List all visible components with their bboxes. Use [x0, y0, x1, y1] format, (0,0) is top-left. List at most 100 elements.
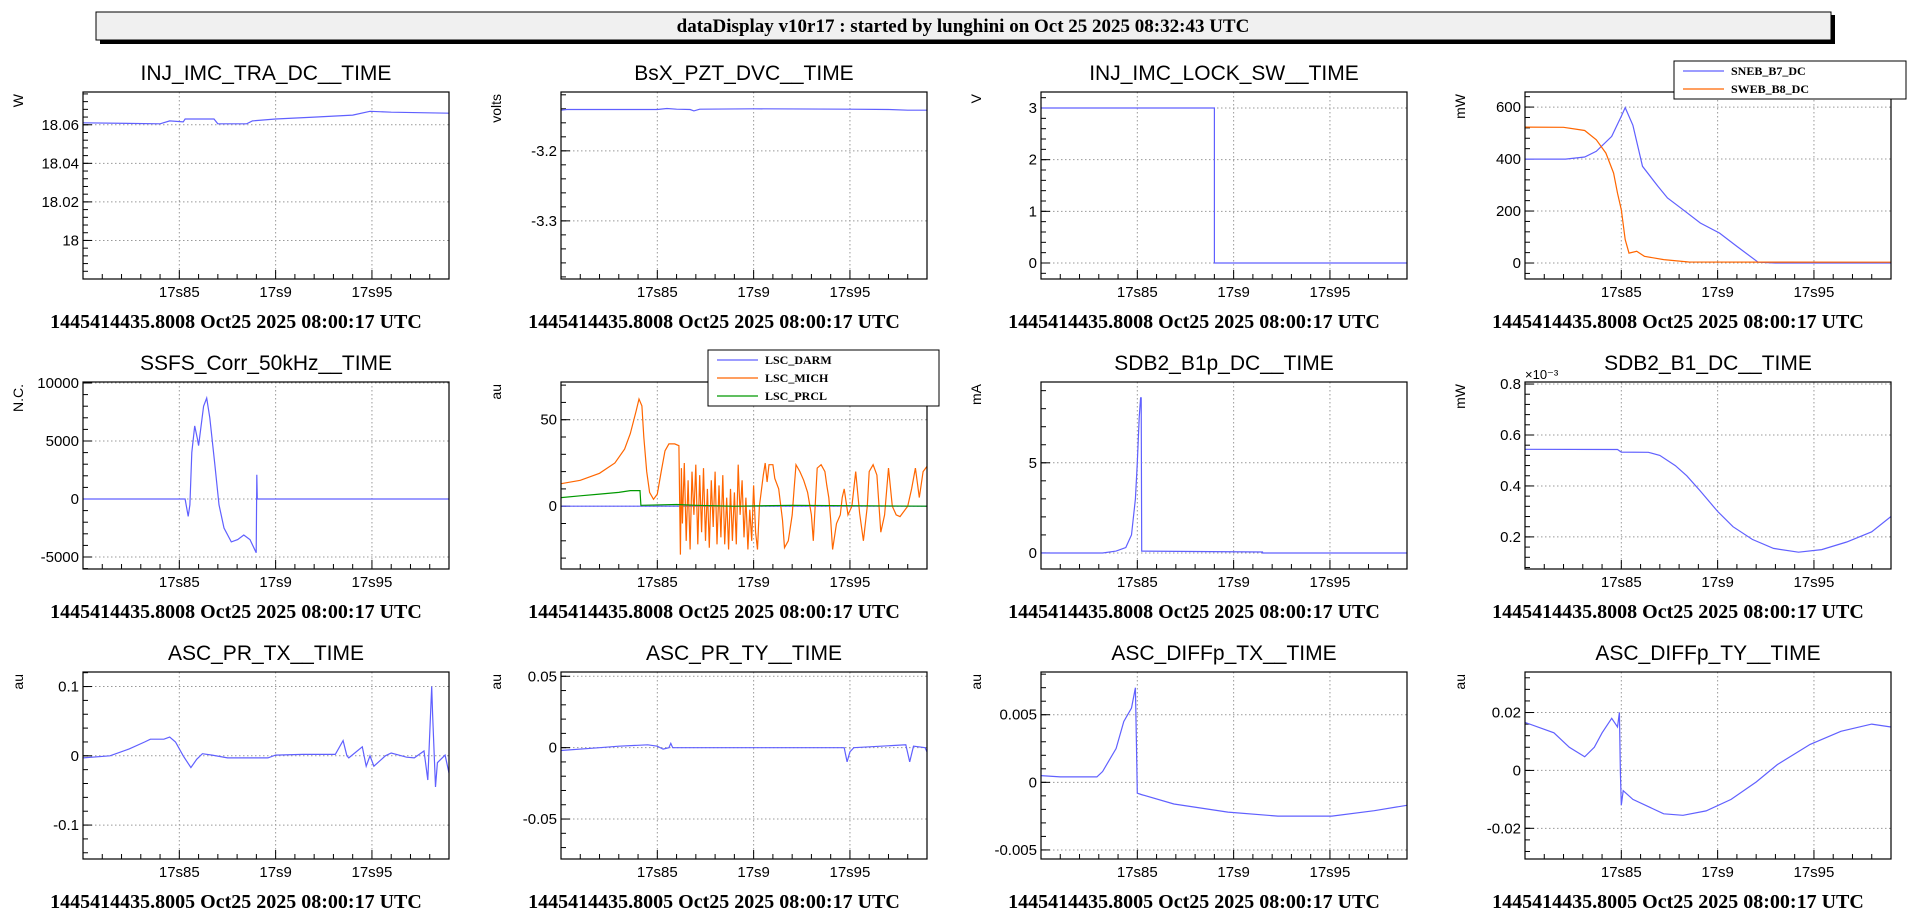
y-tick-label: 18.04: [41, 155, 79, 172]
legend-entry: SWEB_B8_DC: [1731, 82, 1809, 96]
y-axis-unit: V: [968, 93, 984, 103]
time-origin-label: 1445414435.8008 Oct25 2025 08:00:17 UTC: [528, 311, 900, 333]
plot-frame: [1524, 671, 1892, 860]
x-tick-label: 17s85: [1601, 864, 1642, 881]
x-tick-label: 17s9: [259, 284, 292, 301]
time-origin-label: 1445414435.8005 Oct25 2025 08:00:17 UTC: [50, 891, 422, 913]
plot-frame: [560, 671, 928, 860]
y-tick-label: 0: [1513, 255, 1521, 272]
time-origin-label: 1445414435.8008 Oct25 2025 08:00:17 UTC: [1492, 311, 1864, 333]
chart-panel: SSFS_Corr_50kHz__TIME 17s85 17s9 17s95 -5000…: [10, 352, 450, 623]
time-origin-label: 1445414435.8008 Oct25 2025 08:00:17 UTC: [528, 601, 900, 623]
time-origin-label: 1445414435.8008 Oct25 2025 08:00:17 UTC: [1008, 601, 1380, 623]
y-tick-label: -0.005: [994, 842, 1037, 859]
y-tick-label: 0: [549, 740, 557, 757]
y-tick-label: 5000: [46, 433, 79, 450]
x-tick-label: 17s95: [1794, 284, 1835, 301]
plot-frame: [1040, 91, 1408, 280]
legend: LSC_DARM LSC_MICH LSC_PRCL: [707, 349, 940, 407]
time-origin-label: 1445414435.8008 Oct25 2025 08:00:17 UTC: [50, 601, 422, 623]
x-tick-label: 17s95: [1794, 574, 1835, 591]
header-bar: dataDisplay v10r17 : started by lunghini…: [95, 11, 1835, 44]
y-tick-label: 0.8: [1500, 376, 1521, 393]
y-tick-label: 600: [1496, 99, 1521, 116]
y-tick-label: 400: [1496, 151, 1521, 168]
time-origin-label: 1445414435.8008 Oct25 2025 08:00:17 UTC: [1008, 311, 1380, 333]
x-tick-label: 17s85: [159, 284, 200, 301]
y-tick-label: 2: [1029, 152, 1037, 169]
y-axis-unit: mW: [1452, 383, 1468, 409]
chart-panel: SDB2_B1p_DC__TIME 17s85 17s9 17s95 0 5 mA 14454…: [968, 352, 1408, 623]
series-line-sneb-b7-dc: [1525, 106, 1891, 264]
chart-title: SSFS_Corr_50kHz__TIME: [140, 352, 392, 375]
chart-panel: ASC_PR_TX__TIME 17s85 17s9 17s95 -0.1 0 0.1 au 1…: [10, 642, 450, 913]
series-line-asc-pr-tx: [83, 686, 449, 788]
series-line-ssfs-corr-50khz: [83, 395, 449, 553]
y-tick-label: 0: [1029, 545, 1037, 562]
chart-title: ASC_PR_TY__TIME: [646, 642, 842, 665]
x-tick-label: 17s9: [1701, 284, 1734, 301]
x-tick-label: 17s9: [1701, 864, 1734, 881]
x-tick-label: 17s95: [1310, 574, 1351, 591]
time-origin-label: 1445414435.8005 Oct25 2025 08:00:17 UTC: [1492, 891, 1864, 913]
chart-panel: 17s85 17s9 17s95 0 50 au 1445414435.8008 Oct25…: [488, 381, 928, 623]
chart-panel: BsX_PZT_DVC__TIME 17s85 17s9 17s95 -3.3 -3.2 v…: [488, 62, 928, 333]
time-origin-label: 1445414435.8005 Oct25 2025 08:00:17 UTC: [1008, 891, 1380, 913]
y-tick-label: -0.1: [53, 817, 79, 834]
chart-title: ASC_DIFFp_TY__TIME: [1595, 642, 1820, 665]
series-line-lsc-prcl: [561, 490, 927, 507]
header-title: dataDisplay v10r17 : started by lunghini…: [677, 16, 1250, 37]
series-line-lsc-mich: [561, 397, 927, 555]
x-tick-label: 17s9: [1701, 574, 1734, 591]
y-axis-unit: W: [10, 93, 26, 107]
x-tick-label: 17s85: [637, 574, 678, 591]
x-tick-label: 17s9: [737, 864, 770, 881]
plot-frame: [1040, 381, 1408, 570]
y-tick-label: 18.06: [41, 117, 79, 134]
y-tick-label: 0.4: [1500, 478, 1521, 495]
x-tick-label: 17s9: [259, 574, 292, 591]
y-axis-unit: au: [1452, 674, 1468, 690]
y-tick-label: 5: [1029, 455, 1037, 472]
x-tick-label: 17s95: [352, 864, 393, 881]
y-tick-label: 0: [1513, 762, 1521, 779]
x-tick-label: 17s9: [737, 574, 770, 591]
x-tick-label: 17s9: [1217, 574, 1250, 591]
x-tick-label: 17s85: [159, 574, 200, 591]
y-tick-label: 0: [1029, 255, 1037, 272]
y-tick-label: 0: [71, 491, 79, 508]
y-tick-label: -5000: [41, 549, 79, 566]
legend-box: [1673, 60, 1907, 100]
y-tick-label: 0.6: [1500, 427, 1521, 444]
y-tick-label: 0: [549, 498, 557, 515]
chart-panel: ASC_PR_TY__TIME 17s85 17s9 17s95 -0.05 0 0.05 a…: [488, 642, 928, 913]
y-tick-label: -0.02: [1487, 820, 1521, 837]
x-tick-label: 17s95: [1310, 864, 1351, 881]
legend: SNEB_B7_DC SWEB_B8_DC: [1673, 60, 1907, 100]
legend-entry: LSC_DARM: [765, 353, 832, 367]
y-tick-label: 0.05: [528, 668, 557, 685]
chart-title: ASC_DIFFp_TX__TIME: [1111, 642, 1336, 665]
y-tick-label: 18.02: [41, 194, 79, 211]
plot-frame: [1524, 91, 1892, 280]
x-tick-label: 17s9: [737, 284, 770, 301]
y-tick-label: 0: [1029, 774, 1037, 791]
chart-title: SDB2_B1p_DC__TIME: [1114, 352, 1333, 375]
series-line-bsx-pzt-dvc: [561, 107, 927, 112]
y-axis-unit: N.C.: [10, 384, 26, 412]
y-tick-label: 0.1: [58, 679, 79, 696]
y-tick-label: 18: [62, 232, 79, 249]
plot-frame: [1524, 381, 1892, 570]
chart-panel: 17s85 17s9 17s95 0 200 400 600 mW 1445414435.800…: [1452, 91, 1892, 333]
x-tick-label: 17s9: [1217, 284, 1250, 301]
y-axis-unit: volts: [488, 94, 504, 123]
x-tick-label: 17s95: [352, 284, 393, 301]
x-tick-label: 17s95: [1310, 284, 1351, 301]
plot-frame: [560, 91, 928, 280]
y-tick-label: 10000: [37, 375, 79, 392]
header-box: [95, 11, 1832, 41]
x-tick-label: 17s95: [1794, 864, 1835, 881]
x-tick-label: 17s85: [1601, 284, 1642, 301]
